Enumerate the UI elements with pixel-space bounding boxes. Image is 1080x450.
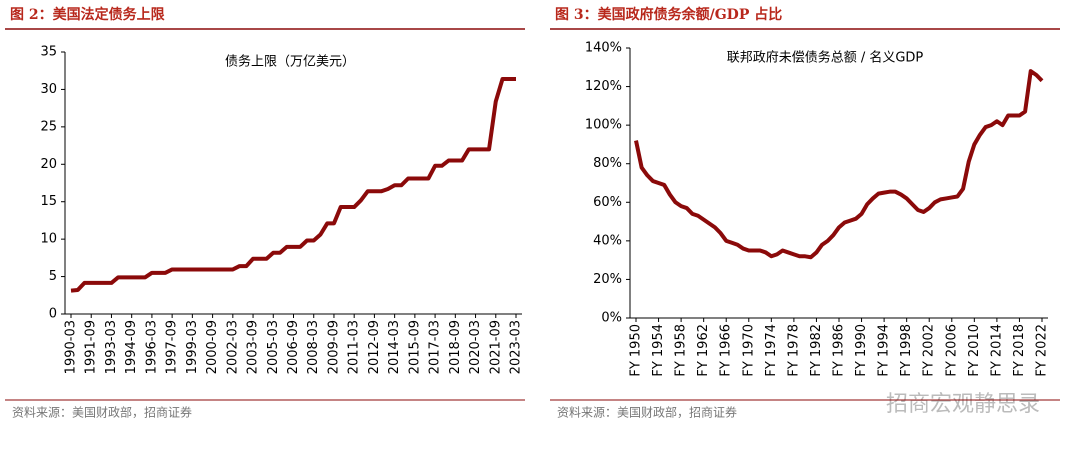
x-tick-label: FY 1958 xyxy=(674,324,689,377)
y-tick-label: 120% xyxy=(585,79,622,94)
x-tick-label: FY 2002 xyxy=(922,324,937,377)
y-tick-label: 100% xyxy=(585,118,622,133)
x-tick-label: FY 2022 xyxy=(1035,324,1050,377)
y-tick-label: 0% xyxy=(601,311,622,326)
x-tick-label: 2008-03 xyxy=(306,320,321,374)
x-tick-label: 1996-03 xyxy=(144,320,159,374)
source: 资料来源：美国财政部，招商证券 xyxy=(557,405,737,420)
x-tick-label: FY 2010 xyxy=(967,324,982,377)
x-tick-label: FY 1950 xyxy=(629,324,644,377)
chart-title: 图 2：美国法定债务上限 xyxy=(10,6,165,23)
y-tick-label: 15 xyxy=(40,194,57,209)
x-tick-label: 2000-09 xyxy=(205,320,220,374)
x-tick-label: 2020-03 xyxy=(468,320,483,374)
x-tick-label: FY 2006 xyxy=(944,324,959,377)
x-tick-label: FY 1954 xyxy=(651,324,666,377)
data-line xyxy=(634,69,1044,260)
x-tick-label: FY 1994 xyxy=(877,324,892,377)
source: 资料来源：美国财政部，招商证券 xyxy=(12,405,192,420)
x-tick-label: 1991-09 xyxy=(84,320,99,374)
x-tick-label: FY 1974 xyxy=(764,324,779,377)
x-tick-label: FY 1962 xyxy=(696,324,711,377)
x-tick-label: 2017-03 xyxy=(428,320,443,374)
y-tick-label: 40% xyxy=(593,233,622,248)
y-tick-label: 30 xyxy=(40,82,57,97)
x-tick-label: 2018-09 xyxy=(448,320,463,374)
x-tick-label: 2005-03 xyxy=(266,320,281,374)
x-tick-label: 2002-03 xyxy=(225,320,240,374)
y-tick-label: 5 xyxy=(49,269,57,284)
chart-subtitle: 债务上限（万亿美元） xyxy=(225,54,355,70)
chart-subtitle: 联邦政府未偿债务总额 / 名义GDP xyxy=(727,50,924,66)
chart-title: 图 3：美国政府债务余额/GDP 占比 xyxy=(555,6,782,23)
y-tick-label: 25 xyxy=(40,119,57,134)
x-tick-label: FY 2014 xyxy=(989,324,1004,377)
y-tick-label: 20% xyxy=(593,272,622,287)
x-tick-label: FY 2018 xyxy=(1012,324,1027,377)
x-tick-label: FY 1970 xyxy=(741,324,756,377)
x-tick-label: 1994-09 xyxy=(124,320,139,374)
x-tick-label: 2003-09 xyxy=(246,320,261,374)
y-tick-label: 60% xyxy=(593,195,622,210)
x-tick-label: FY 1978 xyxy=(786,324,801,377)
x-tick-label: 2012-09 xyxy=(367,320,382,374)
watermark: 招商宏观静思录 xyxy=(886,392,1040,417)
x-tick-label: 2021-09 xyxy=(488,320,503,374)
y-tick-label: 10 xyxy=(40,232,57,247)
x-tick-label: 2014-03 xyxy=(387,320,402,374)
x-tick-label: FY 1982 xyxy=(809,324,824,377)
data-line xyxy=(70,76,516,293)
x-tick-label: 2009-09 xyxy=(326,320,341,374)
x-tick-label: 2015-09 xyxy=(407,320,422,374)
x-tick-label: 1999-03 xyxy=(185,320,200,374)
x-tick-label: FY 1966 xyxy=(719,324,734,377)
y-tick-label: 0 xyxy=(49,307,57,322)
x-tick-label: 2023-03 xyxy=(509,320,524,374)
y-tick-label: 35 xyxy=(40,45,57,60)
x-tick-label: FY 1998 xyxy=(899,324,914,377)
x-tick-label: FY 1990 xyxy=(854,324,869,377)
x-tick-label: 1993-03 xyxy=(104,320,119,374)
y-tick-label: 80% xyxy=(593,156,622,171)
x-tick-label: FY 1986 xyxy=(832,324,847,377)
x-tick-label: 1990-03 xyxy=(64,320,79,374)
y-tick-label: 140% xyxy=(585,41,622,56)
x-tick-label: 2006-09 xyxy=(286,320,301,374)
x-tick-label: 2011-03 xyxy=(347,320,362,374)
x-tick-label: 1997-09 xyxy=(165,320,180,374)
y-tick-label: 20 xyxy=(40,157,57,172)
